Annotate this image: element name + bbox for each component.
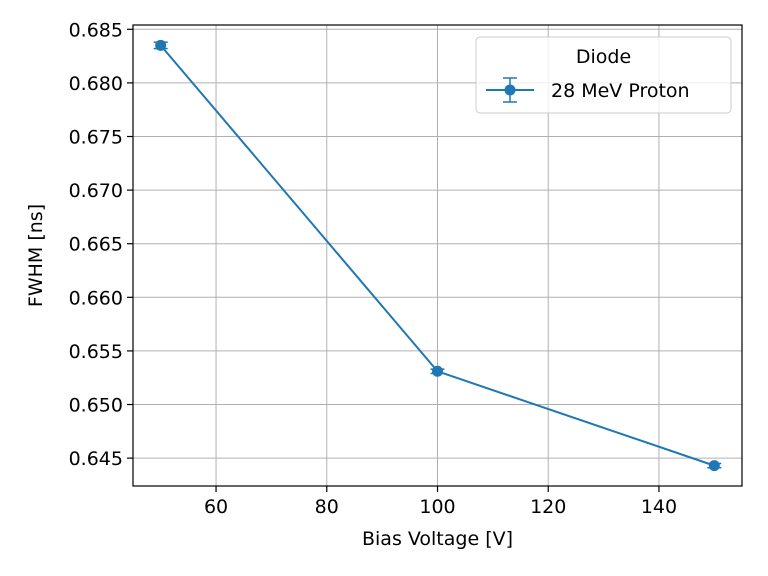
- y-axis-label: FWHM [ns]: [25, 204, 47, 307]
- legend-title: Diode: [576, 46, 631, 68]
- legend-box: [475, 36, 732, 114]
- series-layer: [153, 39, 722, 472]
- data-point: [155, 39, 167, 51]
- data-point: [432, 365, 443, 377]
- x-ticks: 60 80 100 120 140: [204, 486, 677, 518]
- x-tick-label: 120: [530, 496, 566, 518]
- y-tick-label: 0.645: [69, 448, 123, 470]
- x-axis-label: Bias Voltage [V]: [362, 528, 513, 550]
- y-tick-label: 0.680: [69, 73, 123, 95]
- legend: Diode 28 MeV Proton: [475, 36, 732, 114]
- x-tick-label: 100: [419, 496, 455, 518]
- y-tick-label: 0.685: [69, 19, 123, 41]
- y-tick-label: 0.670: [69, 180, 123, 202]
- grid: [133, 25, 742, 486]
- y-tick-label: 0.650: [69, 395, 123, 417]
- x-tick-label: 140: [641, 496, 677, 518]
- y-tick-label: 0.665: [69, 234, 123, 256]
- data-point: [708, 460, 720, 472]
- y-tick-label: 0.655: [69, 341, 123, 363]
- x-tick-label: 80: [315, 496, 339, 518]
- y-tick-label: 0.675: [69, 126, 123, 148]
- x-tick-label: 60: [204, 496, 228, 518]
- legend-entry: 28 MeV Proton: [486, 77, 690, 103]
- y-tick-label: 0.660: [69, 287, 123, 309]
- legend-label: 28 MeV Proton: [551, 80, 690, 102]
- legend-marker: [504, 84, 516, 96]
- y-ticks: 0.645 0.650 0.655 0.660 0.665 0.670 0.675 0.680…: [69, 19, 133, 470]
